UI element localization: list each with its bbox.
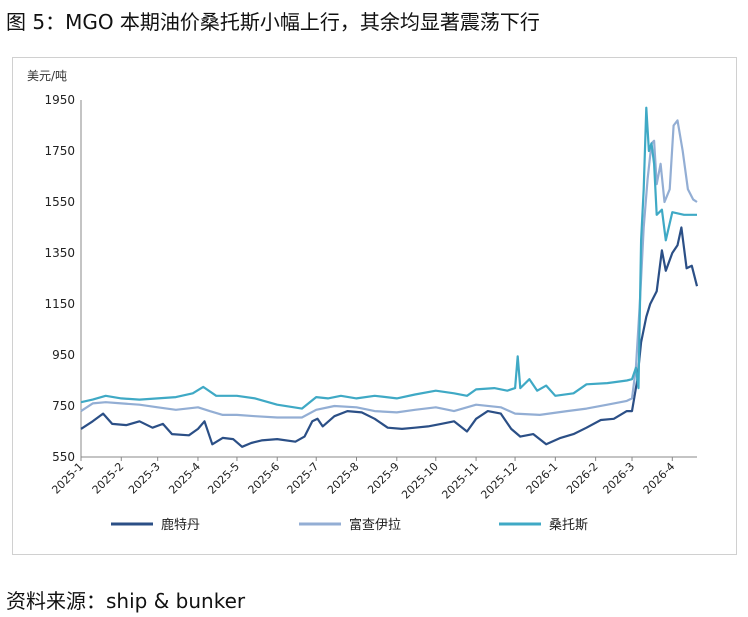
x-tick-label: 2025-8: [325, 460, 362, 497]
y-tick-label: 1550: [44, 195, 75, 209]
line-chart: 美元/吨 550 750 950 1150 1350 1550 1750 1950 2025-…: [27, 69, 699, 533]
x-tick-label: 2025-1: [49, 460, 86, 497]
x-tick-label: 2025-2: [90, 460, 127, 497]
y-tick-label: 750: [52, 399, 75, 413]
x-tick-label: 2025-12: [478, 460, 520, 502]
y-tick-label: 1150: [44, 297, 75, 311]
source-note: 资料来源：ship & bunker: [6, 589, 246, 613]
x-tick-label: 2025-5: [205, 460, 242, 497]
x-tick-label: 2025-7: [285, 460, 322, 497]
y-tick-labels: 550 750 950 1150 1350 1550 1750 1950: [44, 93, 75, 464]
legend-label-3: 桑托斯: [549, 518, 588, 533]
legend-label-2: 富查伊拉: [349, 517, 401, 533]
y-tick-label: 950: [52, 348, 75, 362]
x-tick-labels: 2025-1 2025-2 2025-3 2025-4 2025-5 2025-6 2025…: [49, 457, 677, 502]
x-tick-label: 2025-10: [399, 460, 441, 502]
y-tick-label: 1350: [44, 246, 75, 260]
legend-label-1: 鹿特丹: [161, 517, 200, 533]
series-lines: [80, 106, 699, 448]
y-tick-label: 550: [52, 450, 75, 464]
chart-frame: 美元/吨 550 750 950 1150 1350 1550 1750 1950 2025-…: [12, 57, 737, 555]
x-tick-label: 2025-9: [365, 460, 402, 497]
y-tick-label: 1750: [44, 144, 75, 158]
x-tick-label: 2025-3: [126, 460, 163, 497]
axes: [80, 100, 697, 458]
series-line-2: [80, 119, 698, 419]
x-tick-label: 2026-4: [641, 460, 678, 497]
y-unit-label: 美元/吨: [27, 69, 67, 83]
x-tick-label: 2026-1: [524, 460, 561, 497]
series-line-1: [80, 226, 699, 448]
figure-title: 图 5：MGO 本期油价桑托斯小幅上行，其余均显著震荡下行: [6, 10, 540, 34]
x-tick-label: 2026-2: [564, 460, 601, 497]
x-tick-label: 2026-3: [600, 460, 637, 497]
x-tick-label: 2025-11: [439, 460, 481, 502]
legend: 鹿特丹 富查伊拉 桑托斯: [111, 517, 588, 533]
x-tick-label: 2025-6: [246, 460, 283, 497]
x-tick-label: 2025-4: [166, 460, 203, 497]
series-line-3: [80, 106, 697, 410]
y-tick-label: 1950: [44, 93, 75, 107]
